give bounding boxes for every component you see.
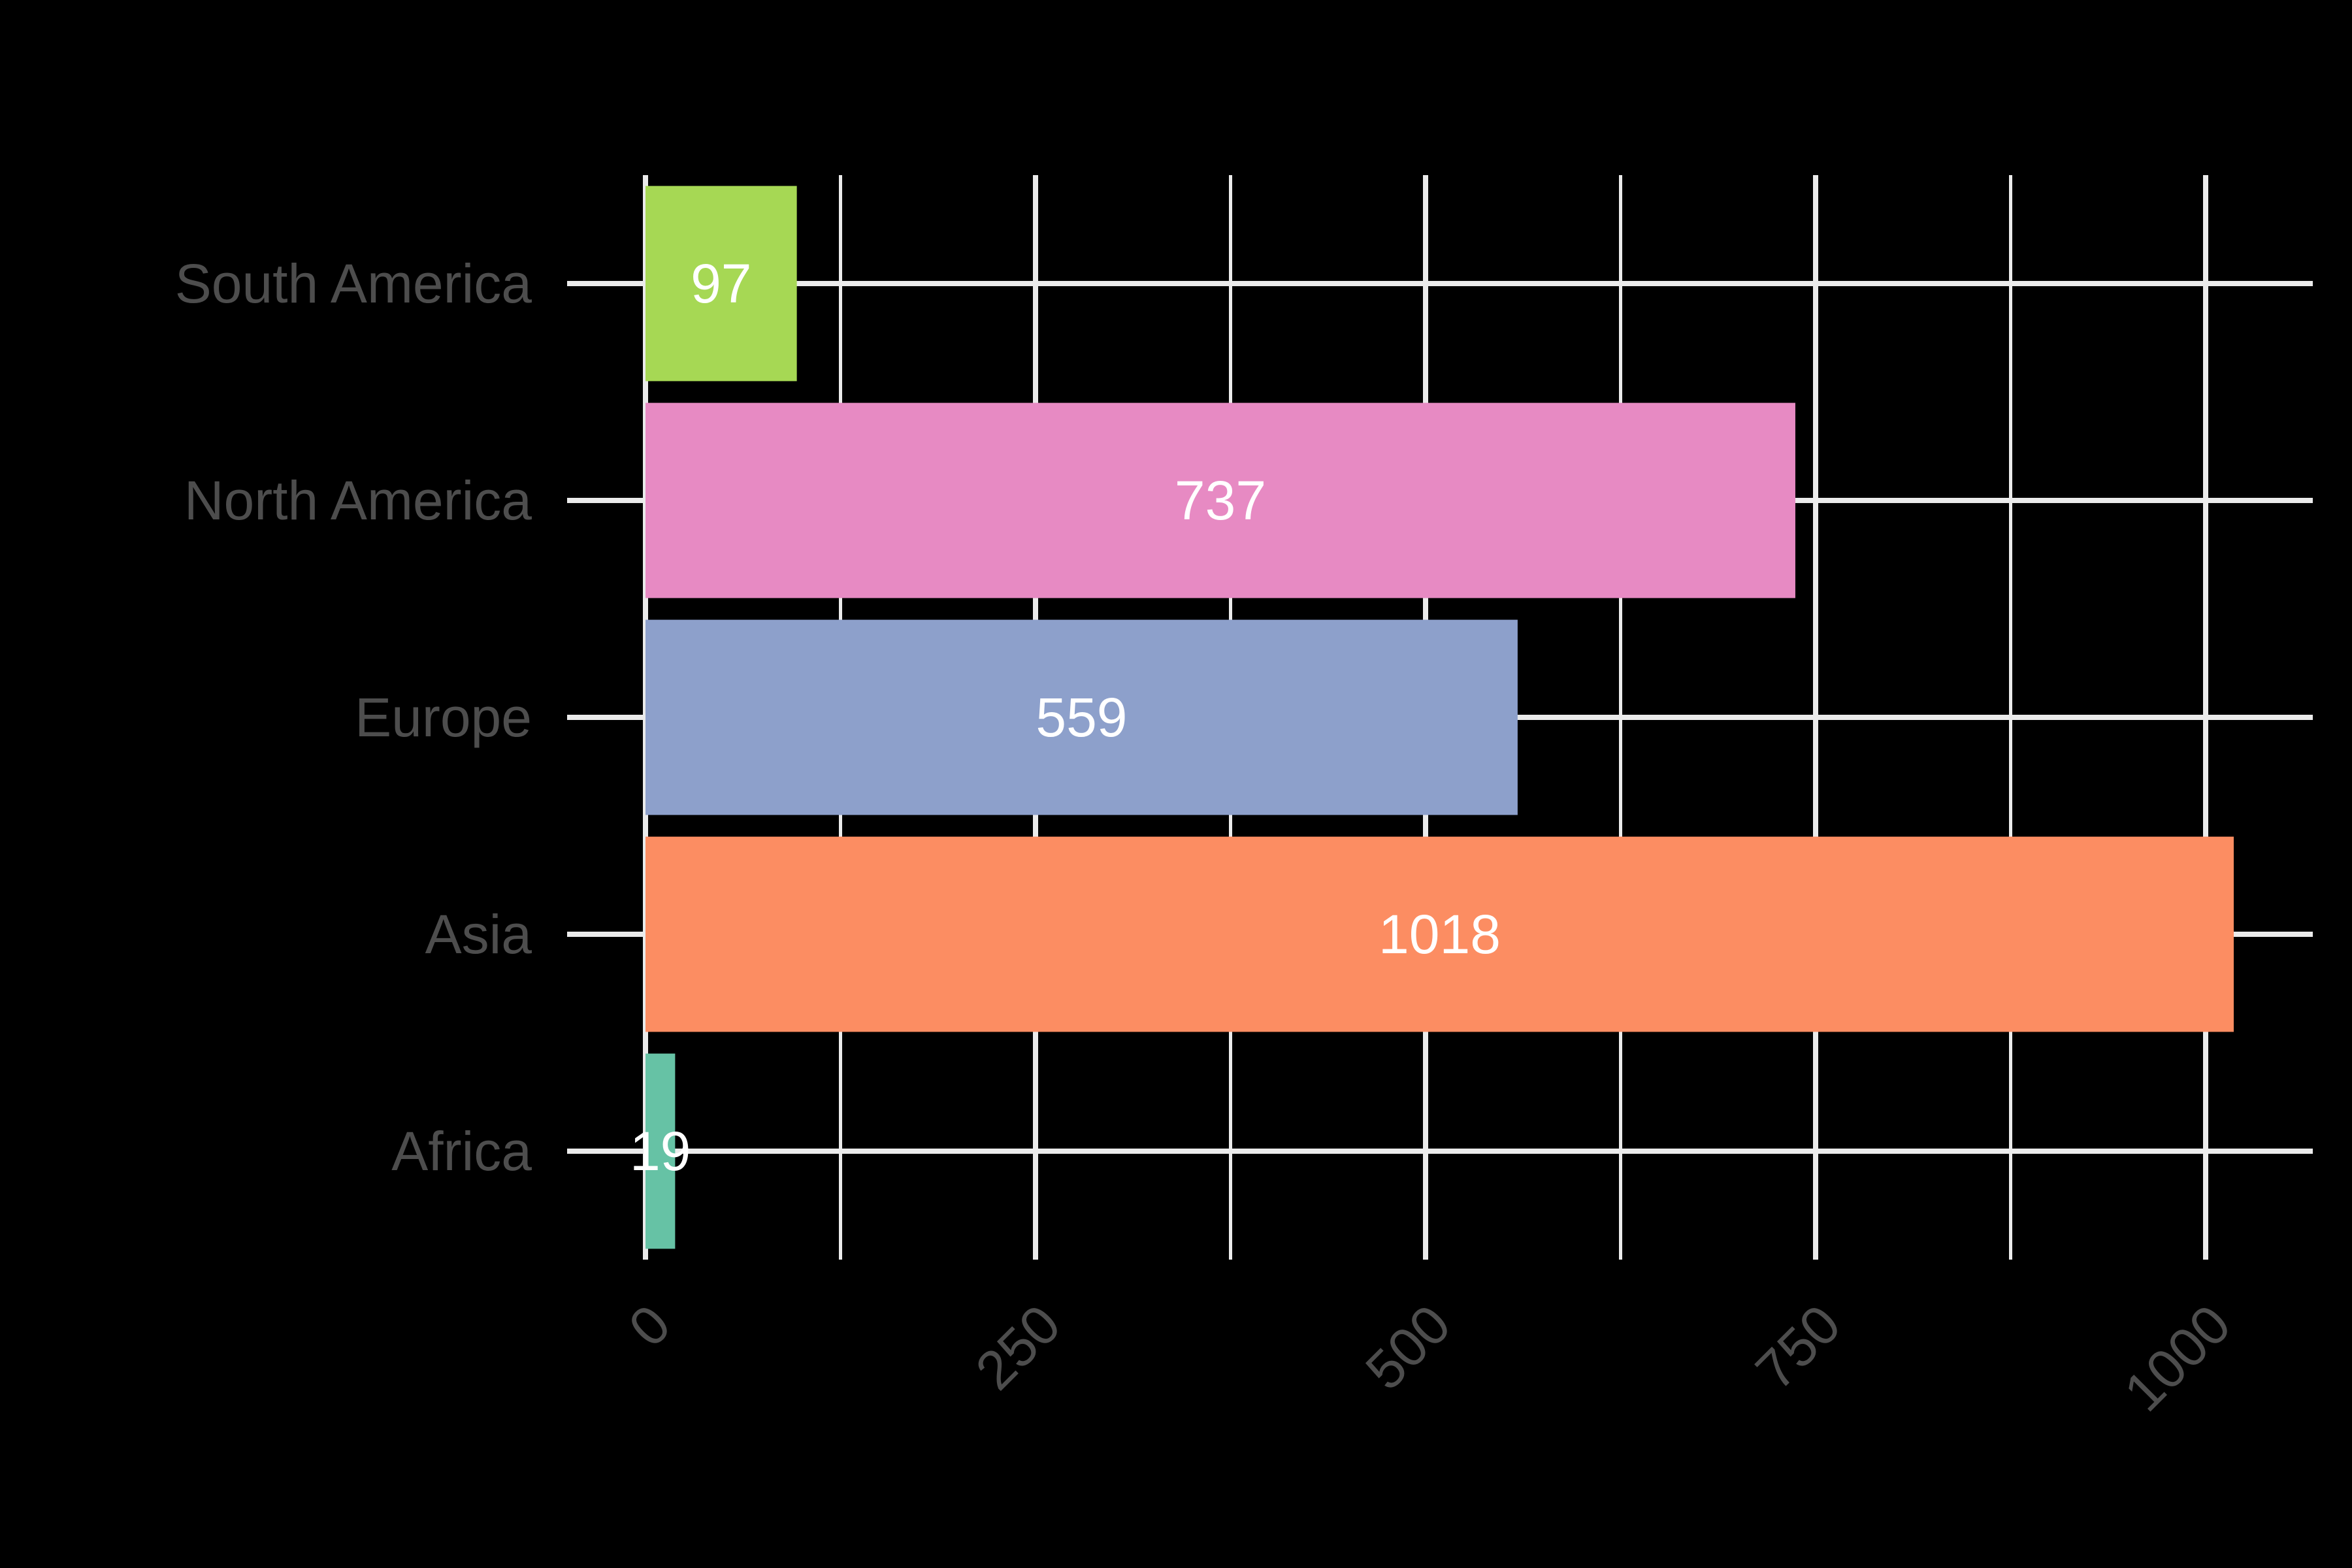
y-tick-label: Europe <box>355 687 532 748</box>
bar-south-america <box>645 186 797 382</box>
bar-africa <box>645 1053 676 1249</box>
y-tick-label: Asia <box>425 904 532 965</box>
bar-europe <box>645 619 1518 815</box>
bar-value-labels: 19 1018 559 737 97 <box>630 253 1501 1182</box>
y-tick-label: Africa <box>391 1120 532 1182</box>
y-tick-label: South America <box>175 253 532 314</box>
bar-north-america <box>645 402 1795 598</box>
bar-value-label: 737 <box>1175 470 1266 531</box>
bar-value-label: 1018 <box>1379 904 1501 965</box>
bar-asia <box>645 836 2234 1032</box>
bars <box>645 186 2234 1249</box>
bar-value-label: 559 <box>1036 687 1127 748</box>
bar-value-label: 19 <box>630 1120 691 1182</box>
y-axis: Africa Asia Europe North America South Ameri… <box>175 253 532 1182</box>
bar-value-label: 97 <box>691 253 751 314</box>
y-tick-label: North America <box>184 470 532 531</box>
